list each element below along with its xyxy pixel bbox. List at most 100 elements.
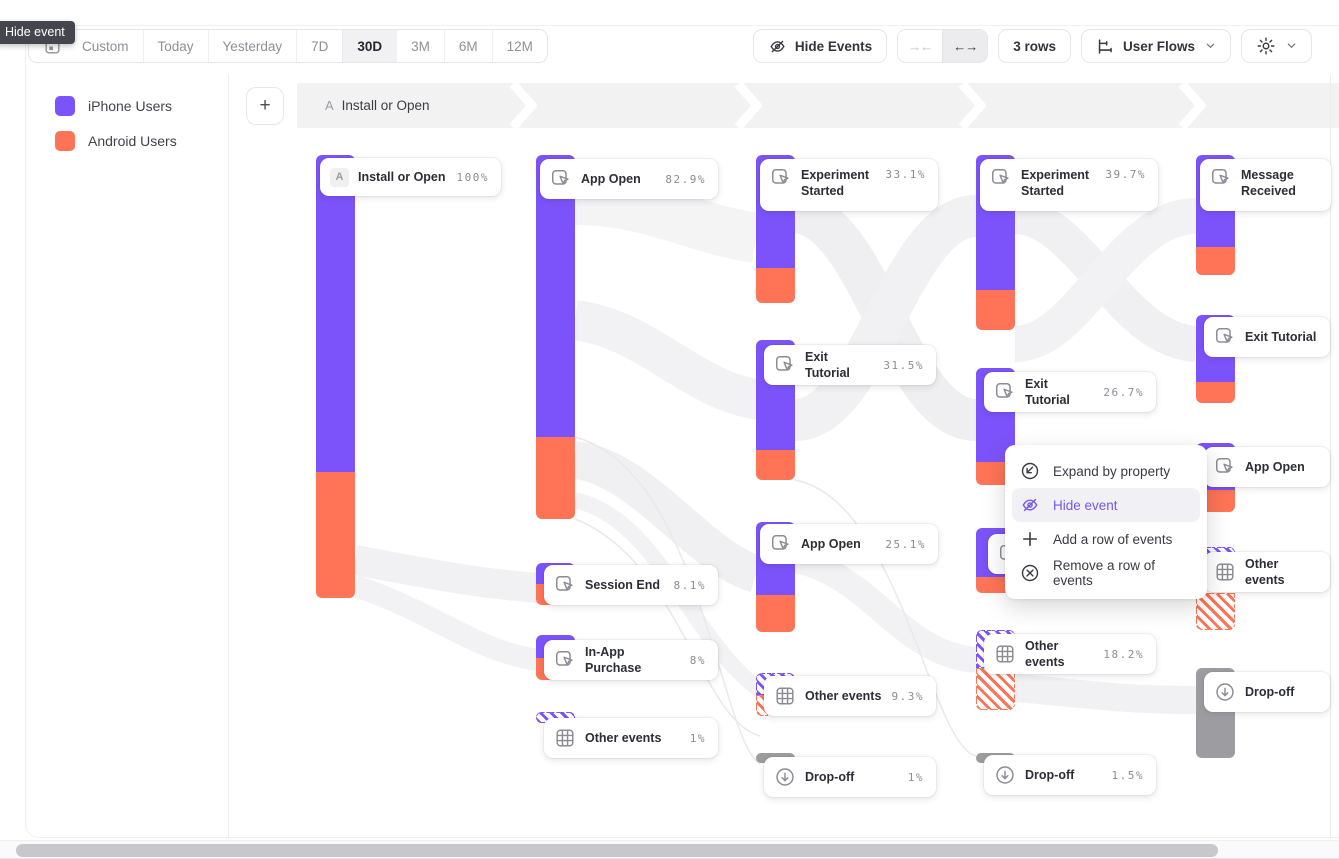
- node-label: Exit Tutorial: [1025, 376, 1070, 407]
- rows-count-button[interactable]: 3 rows: [998, 29, 1071, 63]
- node-value: 8.1%: [673, 578, 706, 592]
- flow-bar-segment[interactable]: [536, 155, 575, 437]
- flow-node-exit-tutorial[interactable]: Exit Tutorial 26.7%: [984, 372, 1156, 412]
- menu-item-label: Expand by property: [1053, 463, 1171, 479]
- flow-node-exit-tutorial[interactable]: Exit Tutorial: [1204, 317, 1330, 357]
- dropoff-icon: [1214, 681, 1236, 703]
- flow-node-other-events[interactable]: Other events 9.3%: [764, 676, 936, 716]
- node-label: Other events: [585, 730, 662, 745]
- gear-icon: [1256, 36, 1276, 56]
- menu-item-remove-row[interactable]: Remove a row of events: [1005, 556, 1207, 590]
- user-flows-icon: [1096, 37, 1115, 56]
- menu-item-add-row[interactable]: Add a row of events: [1005, 522, 1207, 556]
- grid-icon: [994, 643, 1016, 665]
- grid-icon: [554, 727, 576, 749]
- panel-divider: [228, 75, 229, 838]
- flow-bar-segment[interactable]: [536, 437, 575, 519]
- legend-item-iphone[interactable]: iPhone Users: [55, 96, 228, 116]
- remove-icon: [1020, 563, 1040, 583]
- menu-item-hide-event[interactable]: Hide event: [1012, 488, 1200, 522]
- chevron-separator-icon: [734, 83, 762, 128]
- step-label: Install or Open: [341, 98, 430, 113]
- flow-node-other-events[interactable]: Other events 1%: [544, 718, 718, 758]
- range-30d[interactable]: 30D: [342, 30, 397, 62]
- dropoff-icon: [774, 766, 796, 788]
- node-value: 26.7%: [1103, 385, 1144, 399]
- flow-step-band: A Install or Open: [297, 83, 1339, 128]
- event-icon: [554, 574, 576, 596]
- menu-item-label: Add a row of events: [1053, 531, 1173, 547]
- step-badge: A: [325, 98, 334, 113]
- node-label: Drop-off: [1245, 684, 1295, 699]
- top-toolbar: Custom Today Yesterday 7D 30D 3M 6M 12M …: [0, 0, 1339, 75]
- range-6m[interactable]: 6M: [443, 30, 492, 62]
- range-12m[interactable]: 12M: [491, 30, 547, 62]
- view-selector-dropdown[interactable]: User Flows: [1080, 29, 1231, 63]
- flow-node-session-end[interactable]: Session End 8.1%: [544, 565, 718, 605]
- event-icon: [1214, 456, 1236, 478]
- horizontal-scrollbar-track: [0, 840, 1339, 859]
- flow-node-experiment-started[interactable]: Experiment Started 39.7%: [980, 159, 1158, 211]
- flow-node-app-open[interactable]: App Open 82.9%: [540, 159, 718, 199]
- flow-node-drop-off[interactable]: Drop-off 1.5%: [984, 755, 1156, 795]
- date-range-control: Custom Today Yesterday 7D 30D 3M 6M 12M: [28, 29, 548, 63]
- settings-dropdown[interactable]: [1241, 29, 1312, 63]
- range-3m[interactable]: 3M: [396, 30, 444, 62]
- node-value: 39.7%: [1105, 168, 1146, 181]
- tooltip-label: Hide event: [5, 25, 65, 39]
- flow-bar-segment[interactable]: [1196, 593, 1235, 630]
- legend-panel: iPhone Users Android Users: [0, 75, 228, 838]
- menu-item-expand-by-property[interactable]: Expand by property: [1005, 454, 1207, 488]
- flow-node-exit-tutorial[interactable]: Exit Tutorial 31.5%: [764, 345, 936, 385]
- event-context-menu: Expand by property Hide event Add a row …: [1005, 445, 1207, 599]
- flow-node-drop-off[interactable]: Drop-off: [1204, 672, 1330, 712]
- flow-bar-segment[interactable]: [756, 450, 795, 480]
- flow-bar-segment[interactable]: [1196, 247, 1235, 275]
- flow-node-other-events[interactable]: Other events 18.2%: [984, 634, 1156, 674]
- grid-icon: [1214, 561, 1236, 583]
- node-value: 31.5%: [883, 358, 924, 372]
- expand-columns-button[interactable]: ←→: [942, 30, 988, 62]
- chevron-separator-icon: [958, 83, 986, 128]
- eye-off-icon: [768, 37, 787, 56]
- legend-item-android[interactable]: Android Users: [55, 131, 228, 151]
- flow-node-other-events[interactable]: Other events: [1204, 552, 1330, 592]
- range-today[interactable]: Today: [142, 30, 208, 62]
- node-label: Message Received: [1241, 168, 1296, 199]
- flow-node-app-open[interactable]: App Open 25.1%: [760, 524, 938, 564]
- flow-node-message-received[interactable]: Message Received: [1200, 159, 1331, 211]
- flow-bar-segment[interactable]: [1196, 382, 1235, 403]
- flow-step-install-or-open[interactable]: A Install or Open: [325, 83, 429, 128]
- legend-label: Android Users: [88, 133, 177, 149]
- node-value: 9.3%: [891, 689, 924, 703]
- flow-bar-segment[interactable]: [756, 268, 795, 303]
- flow-node-drop-off[interactable]: Drop-off 1%: [764, 757, 936, 797]
- node-value: 82.9%: [665, 172, 706, 186]
- node-label: Other events: [1025, 638, 1065, 669]
- event-icon: [770, 167, 792, 189]
- node-value: 18.2%: [1103, 647, 1144, 661]
- event-icon: [550, 168, 572, 190]
- range-yesterday[interactable]: Yesterday: [207, 30, 297, 62]
- flow-bar-segment[interactable]: [976, 668, 1015, 710]
- hide-event-tooltip: Hide event: [0, 21, 75, 44]
- range-custom[interactable]: Custom: [82, 38, 129, 54]
- flow-bar-segment[interactable]: [756, 595, 795, 632]
- hide-events-button[interactable]: Hide Events: [752, 29, 888, 63]
- plus-icon: [1020, 529, 1040, 549]
- flow-bar-segment[interactable]: [316, 155, 355, 472]
- node-value: 1.5%: [1111, 768, 1144, 782]
- flow-bar-segment[interactable]: [316, 472, 355, 598]
- add-step-button[interactable]: +: [246, 87, 284, 125]
- collapse-columns-button[interactable]: →←: [898, 30, 943, 62]
- flow-node-install-or-open[interactable]: A Install or Open 100%: [320, 158, 501, 196]
- flow-node-experiment-started[interactable]: Experiment Started 33.1%: [760, 159, 938, 211]
- eye-off-icon: [1020, 495, 1040, 515]
- flow-node-app-open[interactable]: App Open: [1204, 447, 1330, 487]
- flow-bar-segment[interactable]: [976, 290, 1015, 330]
- menu-item-label: Hide event: [1053, 497, 1118, 513]
- flow-node-in-app-purchase[interactable]: In-App Purchase 8%: [544, 640, 718, 680]
- horizontal-scrollbar-thumb[interactable]: [16, 844, 1218, 857]
- range-7d[interactable]: 7D: [296, 30, 342, 62]
- event-icon: [994, 381, 1016, 403]
